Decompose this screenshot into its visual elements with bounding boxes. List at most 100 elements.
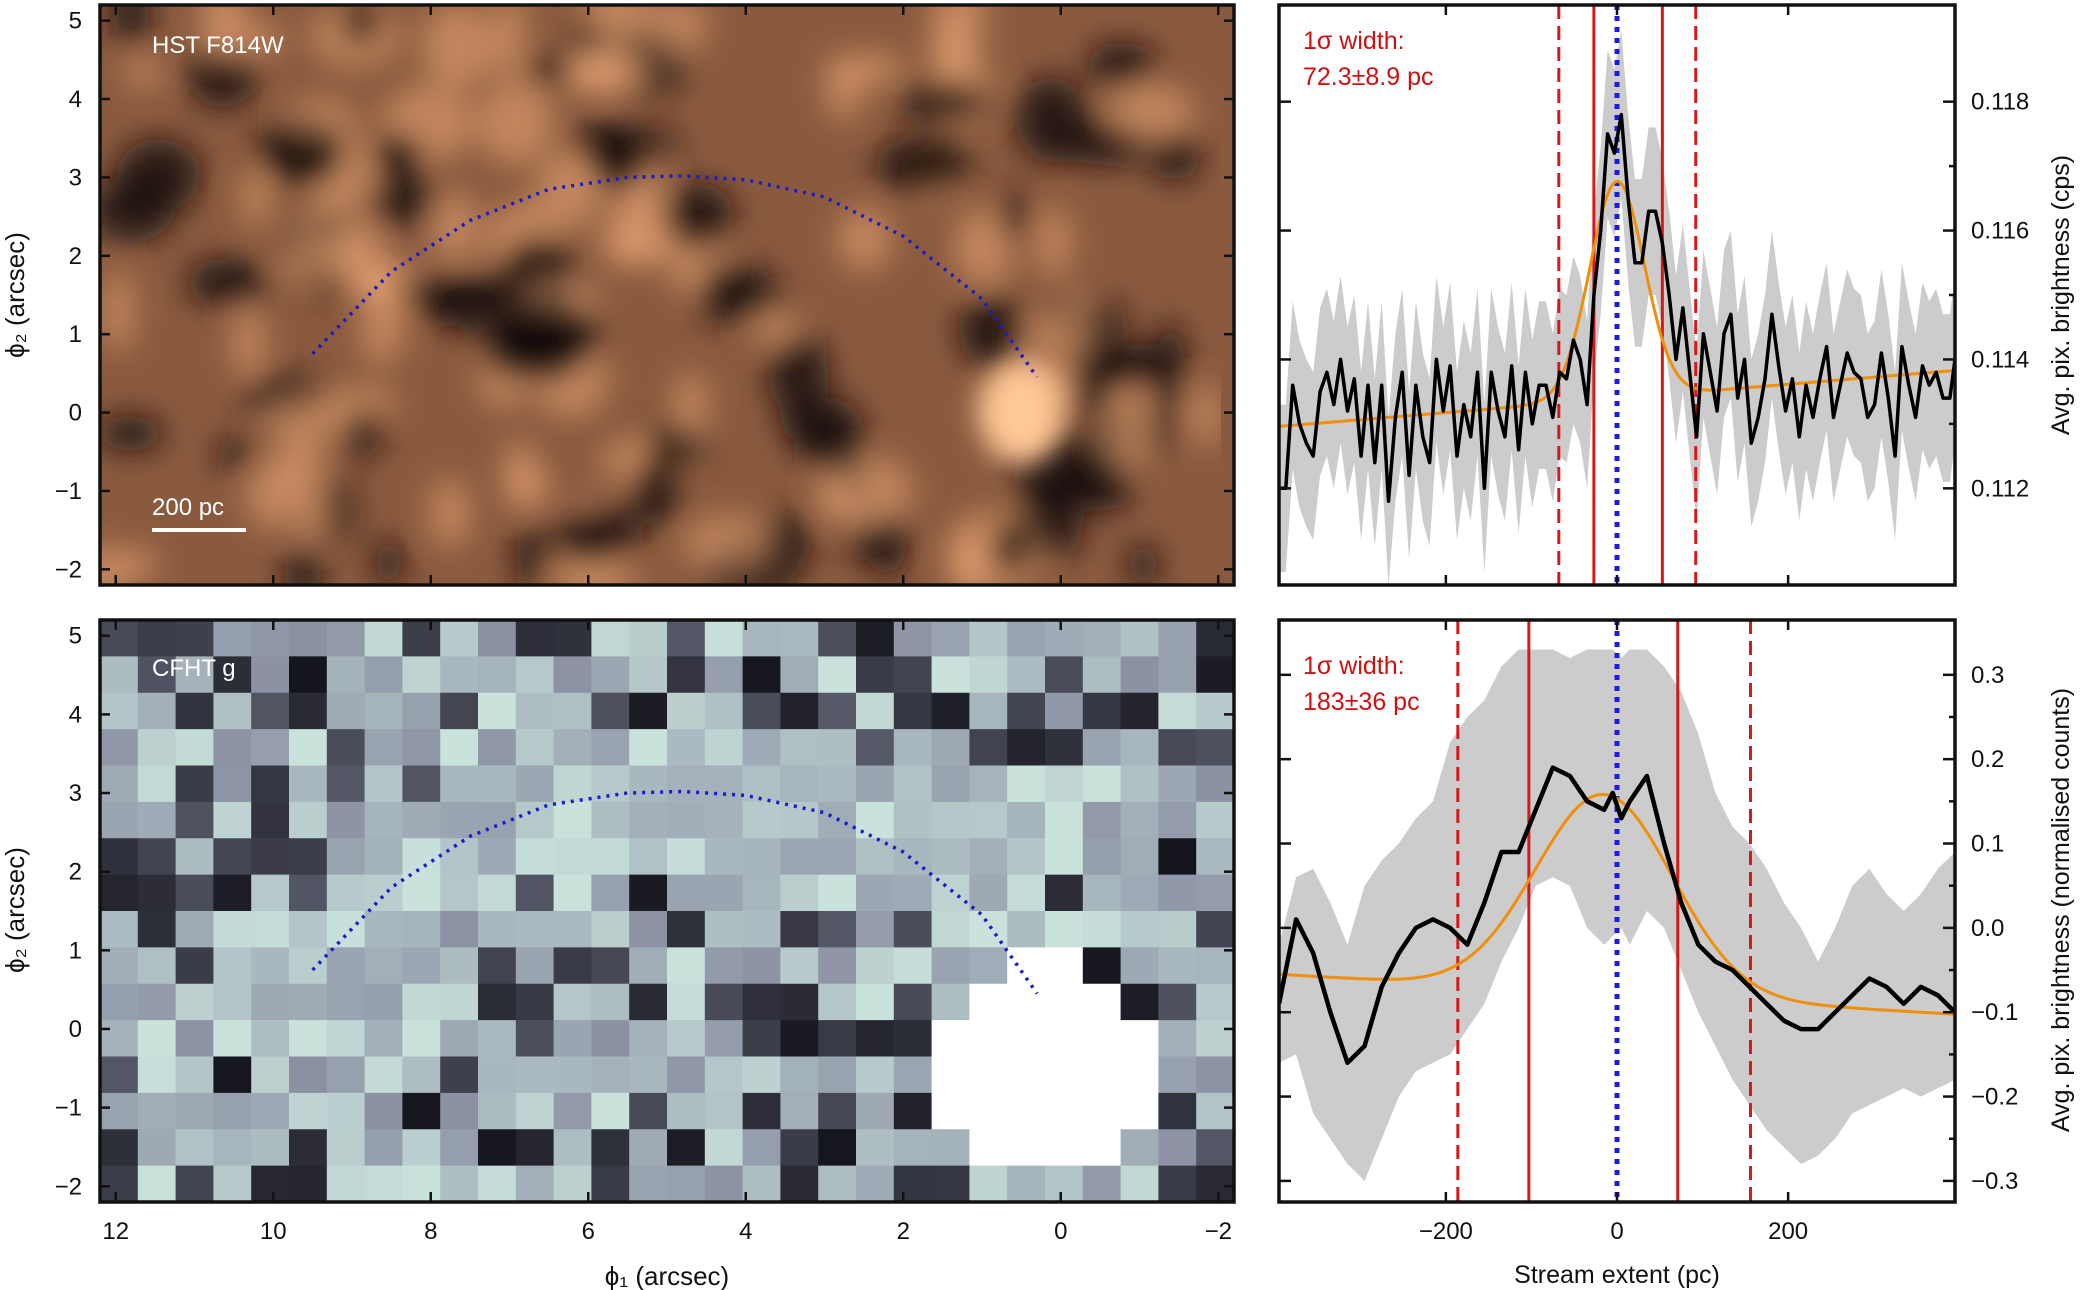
- cfht-pixel: [326, 1020, 366, 1058]
- cfht-pixel: [402, 765, 441, 803]
- cfht-pixel: [1045, 765, 1084, 803]
- hst-texture-blob: [124, 56, 162, 88]
- cfht-pixel: [591, 983, 630, 1021]
- cfht-pixel: [1196, 1056, 1234, 1094]
- cfht-pixel: [213, 1129, 252, 1167]
- cfht-pixel: [591, 1056, 630, 1094]
- cfht-pixel: [931, 765, 970, 803]
- y-tick-label: −1: [55, 478, 82, 505]
- cfht-pixel: [780, 1092, 819, 1130]
- hst-texture-blob: [572, 20, 605, 57]
- cfht-pixel: [704, 1092, 744, 1130]
- cfht-pixel: [553, 765, 592, 803]
- cfht-pixel: [100, 1165, 139, 1202]
- cfht-pixel: [1196, 838, 1234, 876]
- cfht-pixel: [667, 801, 706, 839]
- cfht-pixel: [100, 838, 139, 876]
- cfht-pixel: [1045, 874, 1084, 912]
- cfht-pixel: [213, 692, 252, 730]
- cfht-pixel: [629, 983, 668, 1021]
- cfht-pixel: [1082, 692, 1122, 730]
- cfht-pixel: [818, 947, 857, 985]
- cfht-pixel: [1082, 874, 1122, 912]
- cfht-pixel: [667, 1165, 706, 1202]
- y-tick-label: −2: [55, 556, 82, 583]
- cfht-pixel: [704, 874, 744, 912]
- cfht-pixel: [213, 838, 252, 876]
- cfht-pixel: [137, 838, 177, 876]
- cfht-pixel: [289, 801, 328, 839]
- cfht-pixel: [175, 947, 214, 985]
- cfht-pixel: [440, 1165, 479, 1202]
- cfht-pixel: [289, 620, 328, 657]
- cfht-pixel: [515, 1165, 555, 1202]
- cfht-pixel: [667, 729, 706, 767]
- cfht-pixel: [515, 1056, 555, 1094]
- cfht-pixel: [591, 801, 630, 839]
- cfht-pixel: [969, 1056, 1008, 1094]
- cfht-pixel: [213, 874, 252, 912]
- hst-texture-blob: [284, 98, 356, 134]
- cfht-pixel: [931, 947, 970, 985]
- cfht-pixel: [515, 983, 555, 1021]
- hst-texture-blob: [421, 5, 495, 91]
- cfht-pixel: [213, 656, 252, 694]
- cfht-pixel: [402, 947, 441, 985]
- cfht-pixel: [364, 1056, 403, 1094]
- cfht-pixel: [667, 874, 706, 912]
- cfht-pixel: [856, 1056, 895, 1094]
- cfht-pixel: [780, 911, 819, 948]
- x-tick-label: 2: [897, 1218, 910, 1245]
- cfht-pixel: [440, 620, 479, 657]
- cfht-pixel: [931, 1092, 970, 1130]
- cfht-pixel: [969, 1020, 1008, 1058]
- cfht-pixel: [1196, 1165, 1234, 1202]
- cfht-pixel: [478, 1020, 517, 1058]
- cfht-pixel: [440, 838, 479, 876]
- cfht-pixel: [175, 1056, 214, 1094]
- cfht-profile-y-axis-label: Avg. pix. brightness (normalised counts): [2047, 688, 2075, 1132]
- hst-texture-blob: [631, 455, 681, 526]
- cfht-pixel: [667, 1020, 706, 1058]
- cfht-pixel: [1045, 692, 1084, 730]
- cfht-pixel: [137, 729, 177, 767]
- cfht-pixel: [1196, 620, 1234, 657]
- cfht-pixel: [1007, 620, 1046, 657]
- cfht-pixel: [326, 1165, 366, 1202]
- cfht-pixel: [969, 1165, 1008, 1202]
- cfht-pixel: [1158, 729, 1197, 767]
- hst-texture-blob: [101, 270, 135, 353]
- cfht-pixel: [856, 1165, 895, 1202]
- y-tick-label: 0.114: [1971, 346, 2029, 373]
- cfht-pixel: [515, 620, 555, 657]
- hst-profile-y-axis-label: Avg. pix. brightness (cps): [2047, 155, 2075, 435]
- y-tick-label: −1: [55, 1095, 82, 1122]
- cfht-pixel: [289, 874, 328, 912]
- cfht-pixel: [326, 1092, 366, 1130]
- cfht-pixel: [251, 656, 290, 694]
- cfht-pixel: [629, 801, 668, 839]
- cfht-pixel: [742, 1056, 781, 1094]
- y-tick-label: 0.0: [1971, 915, 2004, 942]
- cfht-pixel: [780, 947, 819, 985]
- hst-texture-blob: [826, 63, 862, 123]
- cfht-pixel: [667, 656, 706, 694]
- cfht-pixel: [251, 1129, 290, 1167]
- cfht-pixel: [1082, 1092, 1122, 1130]
- cfht-pixel: [478, 983, 517, 1021]
- hst-profile-line: [1279, 112, 1955, 503]
- y-tick-label: 0.3: [1971, 662, 2004, 689]
- cfht-pixel: [553, 911, 592, 948]
- cfht-pixel: [1045, 1165, 1084, 1202]
- cfht-pixel: [553, 801, 592, 839]
- hst-texture-blob: [100, 415, 164, 452]
- cfht-pixel: [704, 765, 744, 803]
- cfht-pixel: [1082, 620, 1122, 657]
- cfht-pixel: [1007, 874, 1046, 912]
- cfht-pixel: [478, 874, 517, 912]
- cfht-pixel: [402, 838, 441, 876]
- cfht-pixel: [893, 874, 933, 912]
- cfht-pixel: [1007, 1165, 1046, 1202]
- cfht-pixel: [629, 765, 668, 803]
